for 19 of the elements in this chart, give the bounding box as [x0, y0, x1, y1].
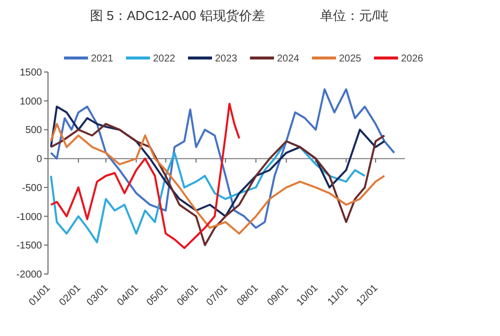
legend-label: 2024 — [277, 54, 300, 64]
chart-title: 图 5：ADC12-A00 铝现货价差 — [90, 8, 265, 23]
legend-label: 2026 — [401, 54, 424, 64]
y-tick-label: 1500 — [20, 68, 42, 78]
line-series — [50, 102, 240, 250]
y-tick-label: -500 — [22, 182, 42, 194]
line-series — [50, 106, 386, 218]
y-tick-label: -1500 — [16, 240, 42, 252]
legend-label: 2023 — [215, 54, 238, 64]
y-tick-label: 1000 — [20, 96, 42, 108]
chart-subtitle: 单位：元/吨 — [320, 8, 389, 23]
legend-label: 2025 — [339, 54, 362, 64]
y-tick-label: 0 — [36, 154, 42, 166]
legend-label: 2022 — [153, 54, 176, 64]
y-tick-label: 500 — [25, 125, 42, 136]
line-series — [50, 88, 396, 229]
y-tick-label: -2000 — [16, 270, 42, 280]
y-tick-label: -1000 — [16, 212, 42, 223]
legend-label: 2021 — [91, 54, 114, 64]
